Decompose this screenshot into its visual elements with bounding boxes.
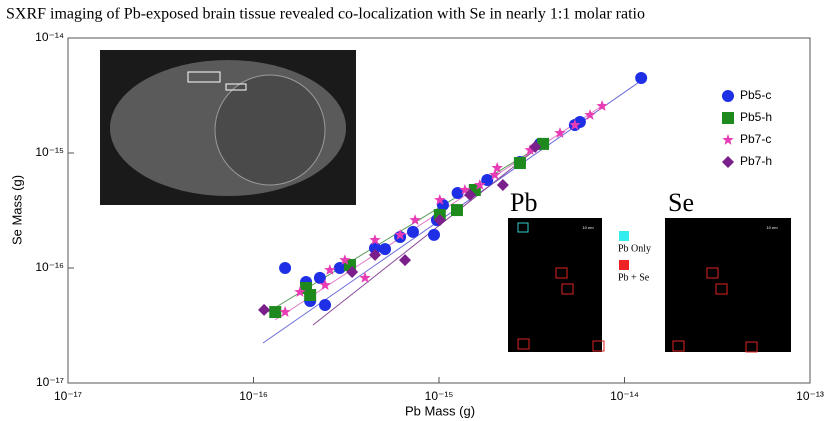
x-axis-label: Pb Mass (g) xyxy=(405,403,475,418)
x-tick-label: 10⁻¹⁶ xyxy=(239,389,268,403)
x-tick-label: 10⁻¹⁴ xyxy=(610,389,639,403)
y-tick-label: 10⁻¹⁴ xyxy=(35,30,64,44)
data-point xyxy=(635,72,647,84)
legend-marker xyxy=(722,156,734,168)
brain-region xyxy=(215,75,325,185)
pb-only-label: Pb Only xyxy=(618,243,651,254)
x-tick-label: 10⁻¹³ xyxy=(796,389,824,403)
data-point xyxy=(324,264,336,275)
data-point xyxy=(514,157,526,169)
legend-label: Pb5-c xyxy=(740,88,771,102)
data-point xyxy=(279,262,291,274)
inset-title: Se xyxy=(668,188,694,217)
y-axis-label: Se Mass (g) xyxy=(9,175,24,245)
chart-title: SXRF imaging of Pb-exposed brain tissue … xyxy=(6,6,645,23)
data-point xyxy=(428,229,440,241)
legend-marker xyxy=(722,134,733,145)
data-point xyxy=(497,179,509,191)
pb-only-swatch xyxy=(619,231,629,241)
data-point xyxy=(269,306,281,318)
data-point xyxy=(492,162,503,173)
y-tick-label: 10⁻¹⁶ xyxy=(35,260,64,274)
legend-marker xyxy=(722,112,734,124)
legend-marker xyxy=(722,90,734,102)
x-tick-label: 10⁻¹⁵ xyxy=(425,389,454,403)
data-point xyxy=(409,214,420,225)
pb-inset: Pb 10 nm Pb Only Pb + Se xyxy=(508,188,651,352)
se-map xyxy=(665,218,791,352)
se-inset: Se 10 nm xyxy=(665,188,791,352)
data-point xyxy=(319,299,331,311)
y-tick-label: 10⁻¹⁷ xyxy=(36,375,64,389)
data-point xyxy=(596,100,607,111)
data-point xyxy=(451,204,463,216)
pb-se-label: Pb + Se xyxy=(618,272,650,283)
pb-map xyxy=(508,218,602,352)
inset-title: Pb xyxy=(510,188,537,217)
data-point xyxy=(304,289,316,301)
x-tick-label: 10⁻¹⁷ xyxy=(54,389,82,403)
legend-label: Pb7-h xyxy=(740,154,772,168)
legend-label: Pb7-c xyxy=(740,132,771,146)
data-point xyxy=(407,226,419,238)
brain-inset xyxy=(100,50,356,205)
scale-label: 10 nm xyxy=(582,225,594,230)
legend-label: Pb5-h xyxy=(740,110,772,124)
data-point xyxy=(258,304,270,316)
chart: SXRF imaging of Pb-exposed brain tissue … xyxy=(0,0,831,421)
y-tick-label: 10⁻¹⁵ xyxy=(35,145,64,159)
pb-se-swatch xyxy=(619,260,629,270)
scale-label: 10 nm xyxy=(766,225,778,230)
